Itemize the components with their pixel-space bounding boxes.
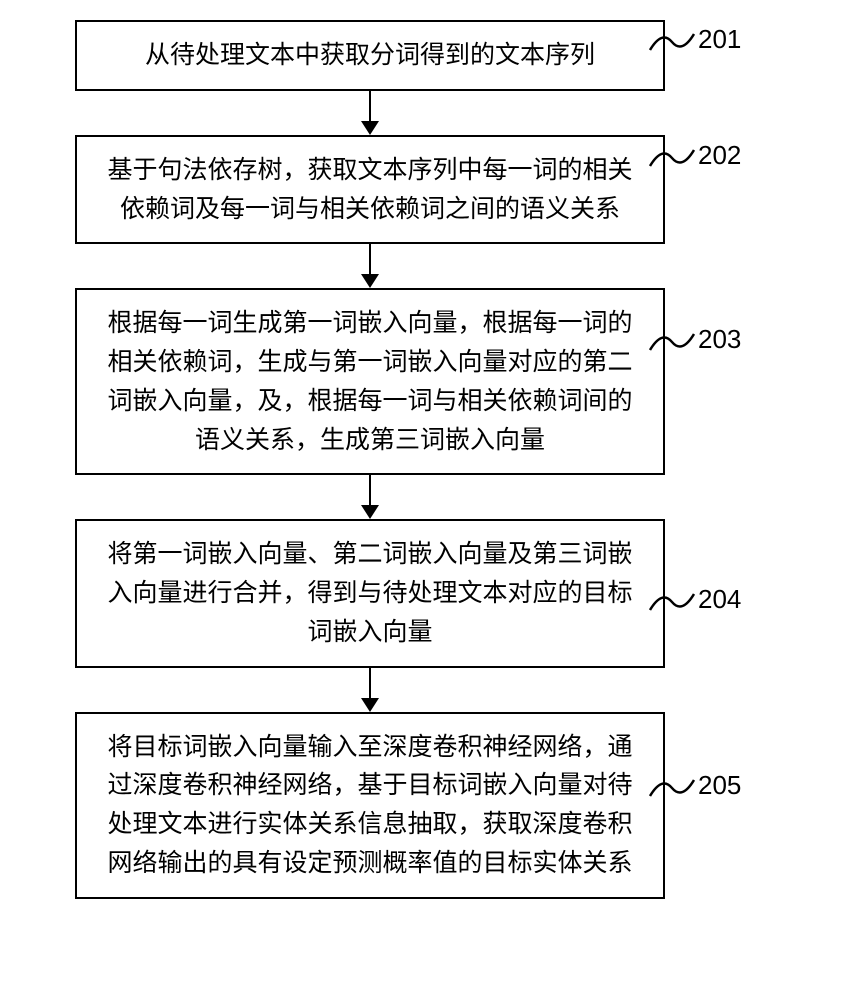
flowchart-container: 从待处理文本中获取分词得到的文本序列 基于句法依存树，获取文本序列中每一词的相关…: [60, 20, 680, 899]
arrow-line: [369, 475, 372, 506]
curve-icon: [648, 28, 696, 58]
step-box: 从待处理文本中获取分词得到的文本序列: [75, 20, 665, 91]
arrow: [361, 475, 379, 519]
arrow: [361, 244, 379, 288]
step-text: 从待处理文本中获取分词得到的文本序列: [101, 36, 639, 75]
step-label-connector: 205: [648, 768, 741, 804]
arrow-line: [369, 668, 372, 699]
step-label-connector: 204: [648, 582, 741, 618]
step-label: 205: [698, 770, 741, 801]
curve-icon: [648, 774, 696, 804]
step-label: 204: [698, 584, 741, 615]
step-box: 基于句法依存树，获取文本序列中每一词的相关依赖词及每一词与相关依赖词之间的语义关…: [75, 135, 665, 245]
arrow-head: [361, 505, 379, 519]
step-text: 将第一词嵌入向量、第二词嵌入向量及第三词嵌入向量进行合并，得到与待处理文本对应的…: [101, 535, 639, 651]
step-label-connector: 202: [648, 138, 741, 174]
step-text: 将目标词嵌入向量输入至深度卷积神经网络，通过深度卷积神经网络，基于目标词嵌入向量…: [101, 728, 639, 883]
arrow-line: [369, 91, 372, 122]
step-label: 201: [698, 24, 741, 55]
curve-icon: [648, 144, 696, 174]
step-box: 根据每一词生成第一词嵌入向量，根据每一词的相关依赖词，生成与第一词嵌入向量对应的…: [75, 288, 665, 475]
step-text: 根据每一词生成第一词嵌入向量，根据每一词的相关依赖词，生成与第一词嵌入向量对应的…: [101, 304, 639, 459]
step-box: 将目标词嵌入向量输入至深度卷积神经网络，通过深度卷积神经网络，基于目标词嵌入向量…: [75, 712, 665, 899]
step-text: 基于句法依存树，获取文本序列中每一词的相关依赖词及每一词与相关依赖词之间的语义关…: [101, 151, 639, 229]
curve-icon: [648, 328, 696, 358]
step-box: 将第一词嵌入向量、第二词嵌入向量及第三词嵌入向量进行合并，得到与待处理文本对应的…: [75, 519, 665, 667]
arrow-head: [361, 274, 379, 288]
arrow-line: [369, 244, 372, 275]
arrow: [361, 668, 379, 712]
step-label: 203: [698, 324, 741, 355]
step-label-connector: 203: [648, 322, 741, 358]
curve-icon: [648, 588, 696, 618]
arrow-head: [361, 698, 379, 712]
arrow-head: [361, 121, 379, 135]
step-label-connector: 201: [648, 22, 741, 58]
arrow: [361, 91, 379, 135]
step-label: 202: [698, 140, 741, 171]
